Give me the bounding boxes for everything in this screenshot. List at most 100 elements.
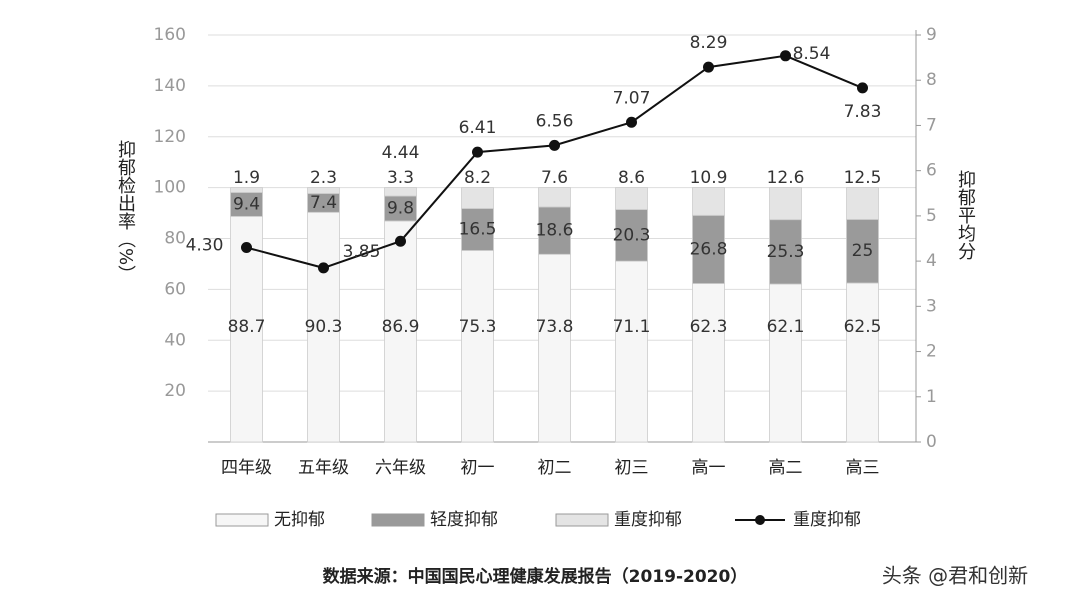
bar-segment bbox=[769, 283, 802, 443]
value-label: 12.6 bbox=[767, 168, 805, 188]
bar-segment bbox=[538, 206, 571, 255]
y2-tick-label: 3 bbox=[926, 296, 937, 316]
x-tick-label: 高一 bbox=[692, 458, 726, 478]
line-label: 4.44 bbox=[382, 143, 420, 163]
value-label: 88.7 bbox=[228, 317, 266, 337]
bar-segment bbox=[461, 187, 494, 209]
value-label: 71.1 bbox=[613, 317, 651, 337]
value-label: 8.2 bbox=[464, 168, 491, 188]
value-label: 73.8 bbox=[536, 317, 574, 337]
bar-segment bbox=[384, 195, 417, 222]
line-point bbox=[472, 146, 483, 158]
y-axis-title: 抑郁检出率（%） bbox=[115, 140, 136, 283]
x-tick-label: 初一 bbox=[461, 458, 495, 478]
y-tick-label: 20 bbox=[164, 381, 186, 401]
line-point bbox=[549, 139, 560, 151]
bar-segment bbox=[846, 187, 879, 220]
line-label: 3.85 bbox=[343, 242, 381, 262]
bar-segment bbox=[769, 187, 802, 221]
bar-segment bbox=[846, 282, 879, 443]
y-tick-label: 40 bbox=[164, 330, 186, 350]
legend-label: 无抑郁 bbox=[274, 510, 325, 530]
bar-segment bbox=[384, 220, 417, 443]
y-tick-label: 80 bbox=[164, 229, 186, 249]
line-label: 8.54 bbox=[793, 44, 831, 64]
value-label: 1.9 bbox=[233, 168, 260, 188]
line-label: 7.07 bbox=[613, 88, 651, 108]
x-tick-label: 高三 bbox=[846, 458, 880, 478]
y2-tick-label: 2 bbox=[926, 342, 937, 362]
bar-segment bbox=[538, 253, 571, 443]
value-label: 18.6 bbox=[536, 221, 574, 241]
x-tick-label: 六年级 bbox=[375, 458, 426, 478]
value-label: 2.3 bbox=[310, 168, 337, 188]
value-label: 86.9 bbox=[382, 317, 420, 337]
value-label: 62.1 bbox=[767, 317, 805, 337]
legend-swatch bbox=[371, 513, 425, 527]
y2-tick-label: 8 bbox=[926, 70, 937, 90]
value-label: 25 bbox=[852, 241, 874, 261]
value-label: 26.8 bbox=[690, 239, 728, 259]
source: 数据来源：中国国民心理健康发展报告（2019-2020） bbox=[323, 566, 748, 587]
line-point bbox=[318, 262, 329, 274]
value-label: 7.4 bbox=[310, 193, 337, 213]
bar-segment bbox=[846, 219, 879, 284]
bar-segment bbox=[692, 187, 725, 216]
x-tick-label: 初三 bbox=[615, 458, 649, 478]
bar-segment bbox=[230, 187, 263, 193]
legend-label: 重度抑郁 bbox=[614, 510, 682, 530]
value-label: 9.8 bbox=[387, 198, 414, 218]
value-label: 7.6 bbox=[541, 168, 568, 188]
y2-tick-label: 7 bbox=[926, 115, 937, 135]
y-tick-label: 120 bbox=[154, 127, 186, 147]
line-label: 6.41 bbox=[459, 118, 497, 138]
bar-segment bbox=[692, 283, 725, 443]
line-point bbox=[395, 235, 406, 247]
value-label: 90.3 bbox=[305, 317, 343, 337]
line-label: 7.83 bbox=[844, 102, 882, 122]
line-label: 6.56 bbox=[536, 111, 574, 131]
value-label: 8.6 bbox=[618, 168, 645, 188]
y-tick-label: 100 bbox=[154, 178, 186, 198]
line-point bbox=[241, 242, 252, 254]
line-point bbox=[626, 116, 637, 128]
value-label: 20.3 bbox=[613, 225, 651, 245]
value-label: 25.3 bbox=[767, 242, 805, 262]
bar-segment bbox=[230, 215, 263, 443]
bar-segment bbox=[538, 187, 571, 208]
value-label: 10.9 bbox=[690, 168, 728, 188]
y2-tick-label: 9 bbox=[926, 25, 937, 45]
bar-segment bbox=[307, 211, 340, 443]
y2-axis-title: 抑郁平均分 bbox=[955, 170, 976, 260]
y2-tick-label: 6 bbox=[926, 161, 937, 181]
value-label: 62.5 bbox=[844, 317, 882, 337]
value-label: 3.3 bbox=[387, 168, 414, 188]
y2-tick-label: 4 bbox=[926, 251, 937, 271]
legend-swatch bbox=[555, 513, 609, 527]
line-point bbox=[857, 82, 868, 94]
value-label: 75.3 bbox=[459, 317, 497, 337]
y2-tick-label: 5 bbox=[926, 206, 937, 226]
legend-label: 重度抑郁 bbox=[793, 510, 861, 530]
bar-segment bbox=[461, 208, 494, 251]
legend-label: 轻度抑郁 bbox=[430, 510, 498, 530]
x-tick-label: 五年级 bbox=[298, 458, 349, 478]
y-tick-label: 140 bbox=[154, 76, 186, 96]
bar-segment bbox=[769, 219, 802, 285]
bar-segment bbox=[307, 187, 340, 194]
line-point bbox=[703, 61, 714, 73]
value-label: 9.4 bbox=[233, 194, 260, 214]
bar-segment bbox=[384, 187, 417, 197]
bar-segment bbox=[461, 250, 494, 443]
line-label: 4.30 bbox=[186, 236, 224, 256]
y2-tick-label: 1 bbox=[926, 387, 937, 407]
bar-segment bbox=[615, 260, 648, 443]
watermark: 头条 @君和创新 bbox=[882, 564, 1028, 588]
line-point bbox=[780, 50, 791, 62]
bar-segment bbox=[615, 187, 648, 210]
x-tick-label: 高二 bbox=[769, 458, 803, 478]
legend-marker bbox=[755, 515, 765, 525]
value-label: 62.3 bbox=[690, 317, 728, 337]
y2-tick-label: 0 bbox=[926, 432, 937, 452]
